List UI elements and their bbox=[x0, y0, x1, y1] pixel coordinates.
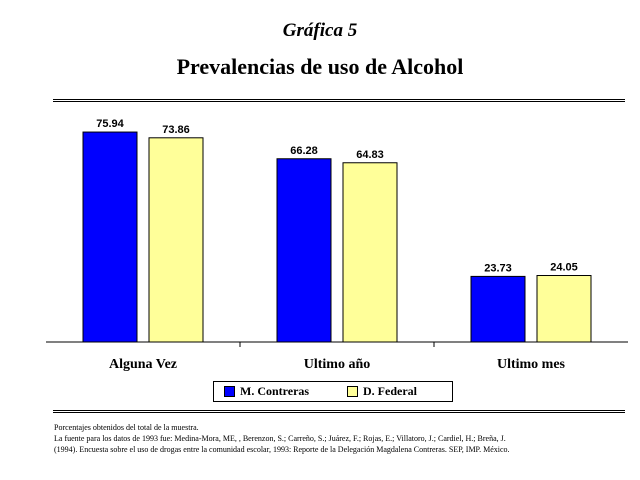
legend-label-m-contreras: M. Contreras bbox=[240, 384, 310, 398]
data-label-m-contreras-ultimo-mes: 23.73 bbox=[484, 262, 512, 274]
data-label-m-contreras-alguna-vez: 75.94 bbox=[96, 118, 124, 130]
legend-label-d-federal: D. Federal bbox=[363, 384, 417, 398]
data-label-d-federal-alguna-vez: 73.86 bbox=[162, 124, 190, 136]
chart-title: Prevalencias de uso de Alcohol bbox=[176, 54, 464, 79]
bar-d-federal-alguna-vez bbox=[148, 137, 204, 343]
top-divider bbox=[53, 99, 625, 102]
footnote-line-1: Porcentajes obtenidos del total de la mu… bbox=[54, 423, 199, 432]
chart-kicker: Gráfica 5 bbox=[282, 20, 358, 41]
data-label-m-contreras-ultimo-a-o: 66.28 bbox=[290, 145, 318, 157]
legend: M. Contreras D. Federal bbox=[213, 381, 453, 402]
bar-m-contreras-ultimo-mes bbox=[470, 275, 526, 343]
legend-swatch-m-contreras bbox=[224, 386, 235, 397]
bar-d-federal-ultimo-mes bbox=[536, 275, 592, 343]
x-tick-label-alguna-vez: Alguna Vez bbox=[109, 357, 177, 372]
bar-m-contreras-ultimo-a-o bbox=[276, 158, 332, 343]
bar-d-federal-ultimo-a-o bbox=[342, 162, 398, 343]
bottom-divider bbox=[53, 410, 625, 413]
data-label-d-federal-ultimo-a-o: 64.83 bbox=[356, 149, 384, 161]
bar-m-contreras-alguna-vez bbox=[82, 131, 138, 343]
data-label-d-federal-ultimo-mes: 24.05 bbox=[550, 262, 578, 274]
x-tick-label-ultimo-mes: Ultimo mes bbox=[497, 357, 566, 372]
footnotes: Porcentajes obtenidos del total de la mu… bbox=[54, 422, 634, 455]
bar-chart: 75.94 73.86 Alguna Vez 66.28 64.83 Ultimo año… bbox=[46, 118, 628, 372]
footnote-line-3: (1994). Encuesta sobre el uso de drogas … bbox=[54, 445, 510, 454]
x-tick-label-ultimo-a-o: Ultimo año bbox=[304, 357, 371, 372]
legend-swatch-d-federal bbox=[347, 386, 358, 397]
footnote-line-2: La fuente para los datos de 1993 fue: Me… bbox=[54, 434, 506, 443]
